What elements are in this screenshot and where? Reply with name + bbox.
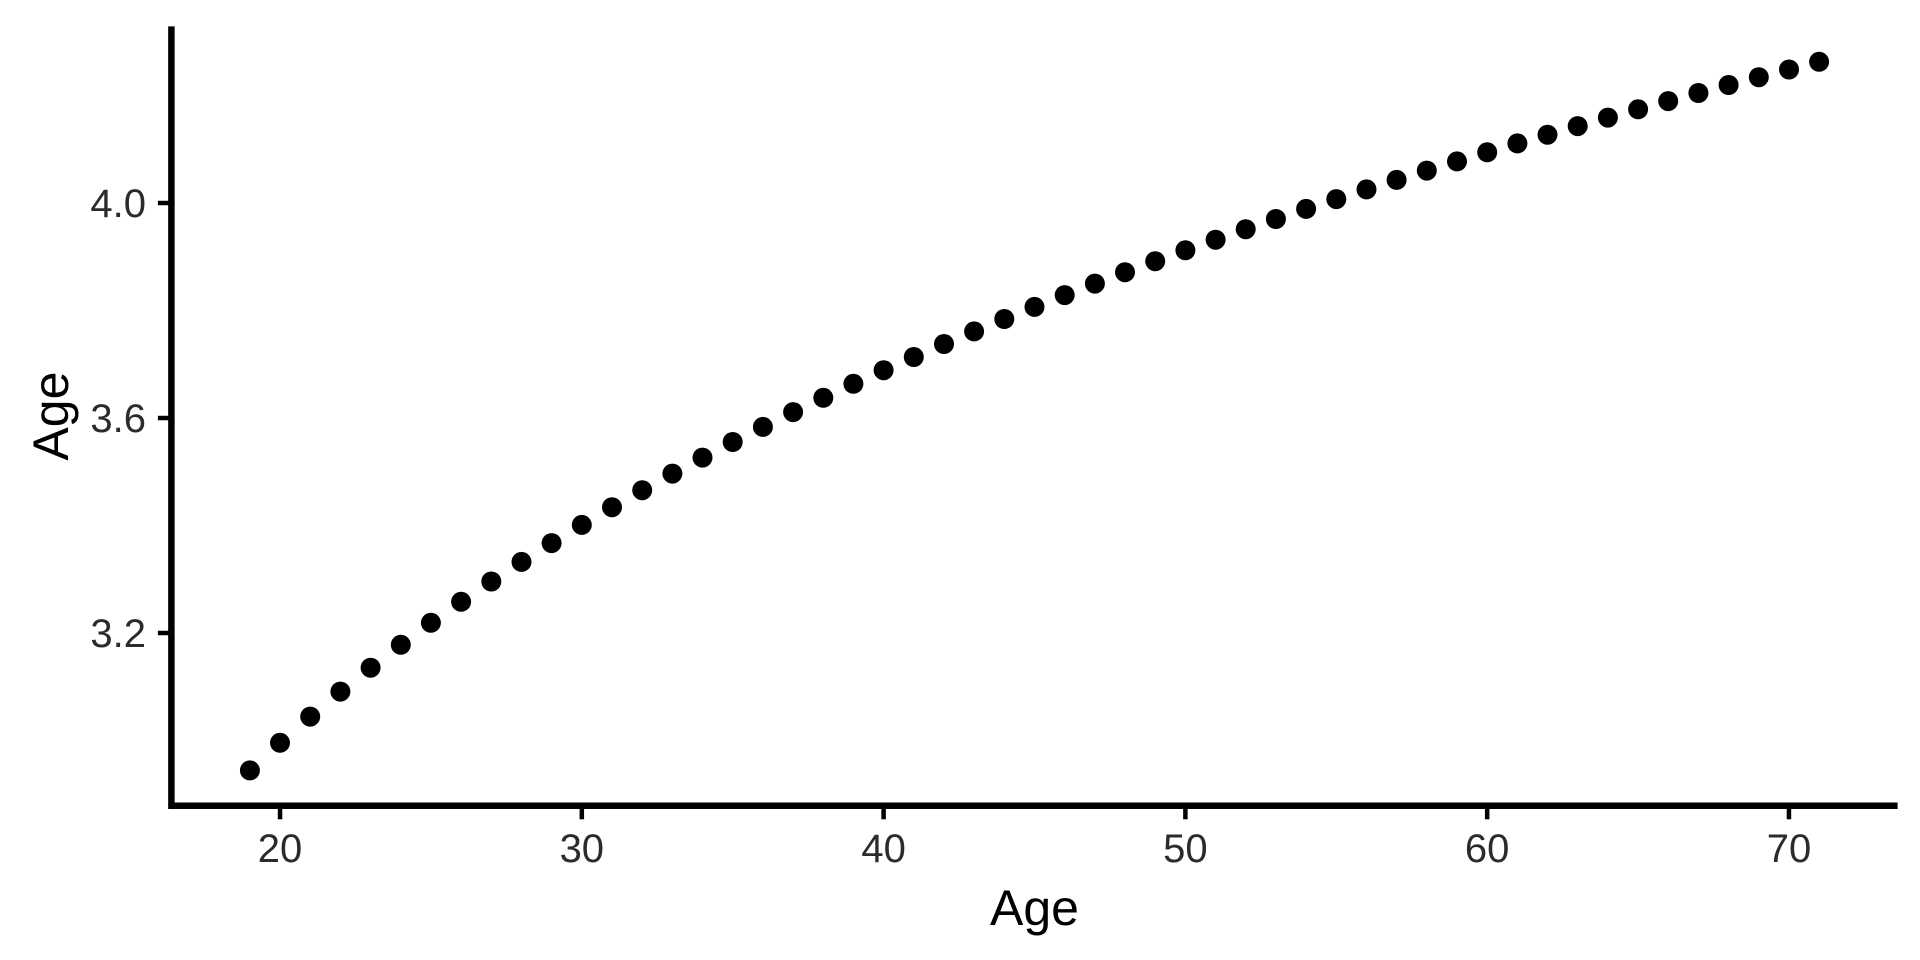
- tick-labels: 20 30 40 50 60 70 3.2 3.6 4.0: [90, 182, 1811, 871]
- data-point: [511, 551, 532, 572]
- data-point: [1235, 219, 1256, 240]
- data-point: [662, 463, 683, 484]
- data-point: [1205, 229, 1226, 250]
- data-point: [1748, 67, 1769, 88]
- data-point: [964, 321, 985, 342]
- data-point: [1265, 209, 1286, 229]
- x-tick-label: 30: [560, 827, 605, 871]
- data-point: [722, 432, 743, 452]
- tick-marks: [157, 200, 1792, 820]
- data-point: [451, 591, 472, 612]
- data-point: [270, 732, 290, 753]
- x-tick-label: 60: [1465, 827, 1510, 871]
- data-point: [1537, 124, 1558, 145]
- y-tick-label: 3.2: [90, 612, 146, 656]
- data-point: [1024, 296, 1045, 317]
- data-point: [632, 480, 653, 501]
- data-point: [1447, 151, 1467, 172]
- data-point: [1658, 91, 1679, 112]
- data-point: [602, 497, 622, 518]
- data-point: [1718, 75, 1739, 95]
- data-point: [360, 657, 381, 678]
- data-point: [1507, 133, 1528, 154]
- data-point: [571, 514, 592, 535]
- data-point: [783, 402, 804, 423]
- x-tick-label: 50: [1163, 827, 1208, 871]
- x-tick-label: 20: [258, 827, 303, 871]
- data-point: [1175, 240, 1196, 261]
- x-tick-label: 40: [861, 827, 906, 871]
- y-tick-label: 4.0: [90, 182, 146, 226]
- data-point: [1115, 262, 1135, 283]
- data-point: [541, 533, 562, 554]
- data-point: [330, 681, 351, 702]
- data-point: [1145, 251, 1166, 272]
- axis-lines: [168, 26, 1898, 810]
- x-tick-label: 70: [1767, 827, 1812, 871]
- data-point: [752, 416, 773, 437]
- data-point: [481, 571, 502, 592]
- data-point: [1477, 142, 1498, 163]
- data-point: [1628, 99, 1649, 120]
- data-point: [692, 447, 713, 468]
- data-point: [300, 706, 321, 727]
- data-point: [1416, 160, 1437, 181]
- data-point: [994, 309, 1015, 329]
- data-point: [1567, 116, 1588, 137]
- data-point: [1809, 51, 1830, 72]
- data-point: [1597, 107, 1618, 128]
- data-point: [934, 334, 954, 354]
- data-point: [1688, 83, 1709, 103]
- x-axis-title: Age: [990, 880, 1079, 936]
- data-point: [873, 360, 894, 381]
- data-point: [843, 373, 864, 394]
- data-point: [1779, 59, 1799, 80]
- y-tick-label: 3.6: [90, 397, 146, 441]
- data-point: [1326, 189, 1347, 210]
- y-axis-title: Age: [23, 372, 79, 461]
- data-point: [1054, 285, 1075, 306]
- data-point: [903, 347, 924, 367]
- data-point: [1084, 273, 1105, 294]
- data-point: [239, 760, 260, 781]
- data-point: [420, 612, 441, 633]
- data-point: [813, 387, 834, 408]
- data-point: [1386, 169, 1407, 190]
- data-point: [390, 634, 411, 655]
- data-point: [1356, 179, 1377, 200]
- data-points: [239, 51, 1830, 781]
- data-point: [1296, 198, 1317, 219]
